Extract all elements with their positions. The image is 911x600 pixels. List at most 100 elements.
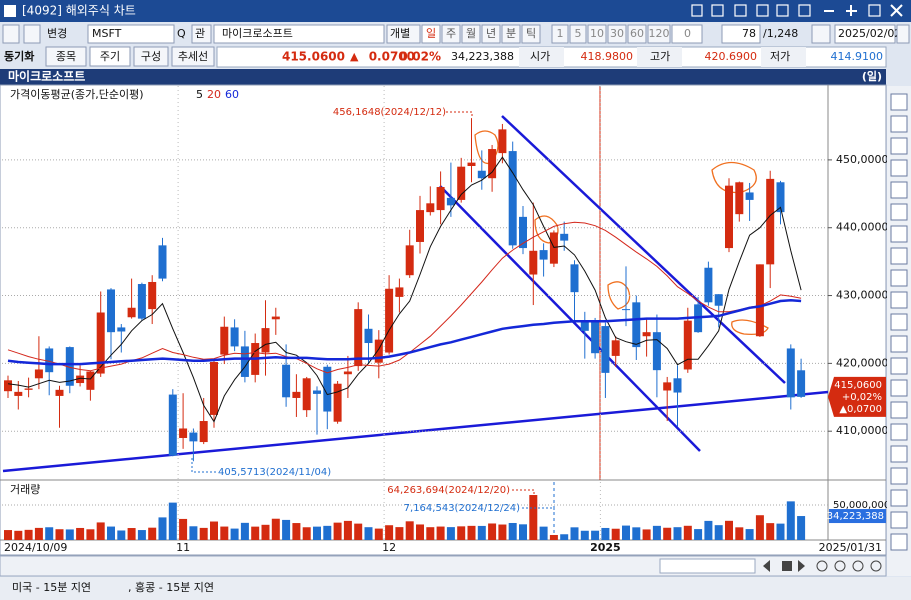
tool-icon[interactable] bbox=[890, 401, 908, 419]
tool-icon[interactable] bbox=[890, 313, 908, 331]
tool-icon[interactable] bbox=[890, 379, 908, 397]
name-input[interactable] bbox=[213, 24, 385, 44]
volume-bar bbox=[488, 523, 497, 540]
volume-bar bbox=[302, 527, 311, 540]
volume-bar bbox=[786, 501, 795, 540]
sync[interactable]: 동기화 bbox=[4, 49, 34, 63]
tool-icon[interactable] bbox=[890, 511, 908, 529]
interval-button[interactable] bbox=[627, 24, 647, 44]
period-button[interactable] bbox=[501, 24, 521, 44]
volume-bar bbox=[374, 528, 383, 540]
candle-body bbox=[179, 428, 188, 438]
tool-icon[interactable] bbox=[890, 159, 908, 177]
tab-button[interactable] bbox=[89, 46, 131, 67]
period: 년 bbox=[486, 27, 496, 40]
candle-body bbox=[714, 294, 723, 306]
interval-button[interactable] bbox=[569, 24, 587, 44]
volume-bar bbox=[642, 529, 651, 540]
zoom-button[interactable] bbox=[811, 24, 831, 44]
period-button[interactable] bbox=[521, 24, 541, 44]
tool-icon[interactable] bbox=[890, 445, 908, 463]
individual-button[interactable] bbox=[386, 24, 421, 44]
candle-body bbox=[560, 233, 569, 241]
volume-bar bbox=[179, 518, 188, 540]
period-button[interactable] bbox=[441, 24, 461, 44]
volume-bar bbox=[251, 526, 260, 540]
interval-button[interactable] bbox=[647, 24, 671, 44]
interval-button[interactable] bbox=[607, 24, 627, 44]
annotation: 456,1648(2024/12/12) bbox=[333, 107, 446, 118]
window-buttons[interactable] bbox=[691, 4, 903, 17]
chart-title: 마이크로소프트 bbox=[8, 69, 85, 84]
candle-body bbox=[704, 267, 713, 303]
candle-body bbox=[786, 348, 795, 398]
tool-icon[interactable] bbox=[890, 489, 908, 507]
volume: 34,223,388 bbox=[451, 50, 514, 63]
tool-icon[interactable] bbox=[890, 335, 908, 353]
interval-button[interactable] bbox=[551, 24, 569, 44]
calendar-button[interactable] bbox=[896, 24, 910, 44]
annotation-leader bbox=[512, 489, 535, 496]
tool-icon[interactable] bbox=[890, 93, 908, 111]
candle-body bbox=[45, 348, 54, 373]
candle-body bbox=[117, 327, 126, 332]
tab-button[interactable] bbox=[133, 46, 169, 67]
candle-body bbox=[797, 370, 806, 397]
volume-bar bbox=[560, 534, 569, 540]
volume-bar bbox=[55, 529, 64, 540]
candle-body bbox=[282, 364, 291, 398]
menu-button[interactable] bbox=[23, 24, 41, 44]
tool-icon[interactable] bbox=[890, 423, 908, 441]
relation-button[interactable] bbox=[191, 24, 212, 44]
tool-icon[interactable] bbox=[890, 137, 908, 155]
low: 414.9100 bbox=[831, 50, 884, 63]
volume-bar bbox=[632, 527, 641, 540]
tool-icon[interactable] bbox=[890, 247, 908, 265]
tool-icon[interactable] bbox=[890, 225, 908, 243]
total: /1,248 bbox=[763, 27, 798, 40]
nav-button[interactable] bbox=[2, 24, 20, 44]
tool-icon[interactable] bbox=[890, 115, 908, 133]
volume-bar bbox=[220, 526, 229, 540]
tab: 주기 bbox=[100, 50, 120, 63]
period-button[interactable] bbox=[461, 24, 481, 44]
interval-button[interactable] bbox=[587, 24, 607, 44]
scroll-buttons[interactable] bbox=[763, 560, 882, 572]
change-label[interactable]: 변경 bbox=[47, 27, 67, 40]
candle-body bbox=[591, 322, 600, 354]
change-rate: 0.02% bbox=[399, 50, 441, 64]
tool-icon[interactable] bbox=[890, 269, 908, 287]
period-button[interactable] bbox=[481, 24, 501, 44]
count-input[interactable] bbox=[721, 24, 761, 44]
interval: 5 bbox=[575, 27, 582, 40]
volume-bar bbox=[168, 502, 177, 540]
tool-icon[interactable] bbox=[890, 291, 908, 309]
candle-body bbox=[168, 394, 177, 456]
candle-body bbox=[302, 378, 311, 411]
trend-lines[interactable] bbox=[2, 115, 829, 473]
tab-button[interactable] bbox=[171, 46, 215, 67]
tool-icon[interactable] bbox=[890, 181, 908, 199]
volume-bar bbox=[508, 522, 517, 540]
period-button[interactable] bbox=[421, 24, 441, 44]
candle-body bbox=[385, 288, 394, 353]
date-input[interactable] bbox=[834, 24, 896, 44]
candle-body bbox=[240, 346, 249, 377]
interval-input[interactable] bbox=[671, 24, 703, 44]
legend-entry: 20 bbox=[207, 88, 221, 101]
volume-bar bbox=[343, 520, 352, 540]
tab-button[interactable] bbox=[45, 46, 87, 67]
tool-icon[interactable] bbox=[890, 357, 908, 375]
symbol-input[interactable] bbox=[87, 24, 175, 44]
search-icon[interactable]: Q bbox=[177, 27, 186, 40]
zoom-slider[interactable] bbox=[659, 558, 756, 574]
tool-icon[interactable] bbox=[890, 467, 908, 485]
volume-bar bbox=[601, 527, 610, 540]
tool-icon[interactable] bbox=[890, 203, 908, 221]
candle-body bbox=[261, 328, 270, 353]
tool-icon[interactable] bbox=[890, 533, 908, 551]
y-tick-label: 420,0000 bbox=[836, 356, 889, 369]
app-icon bbox=[4, 5, 16, 17]
legend-entry: 60 bbox=[225, 88, 239, 101]
volume-bar bbox=[199, 527, 208, 540]
